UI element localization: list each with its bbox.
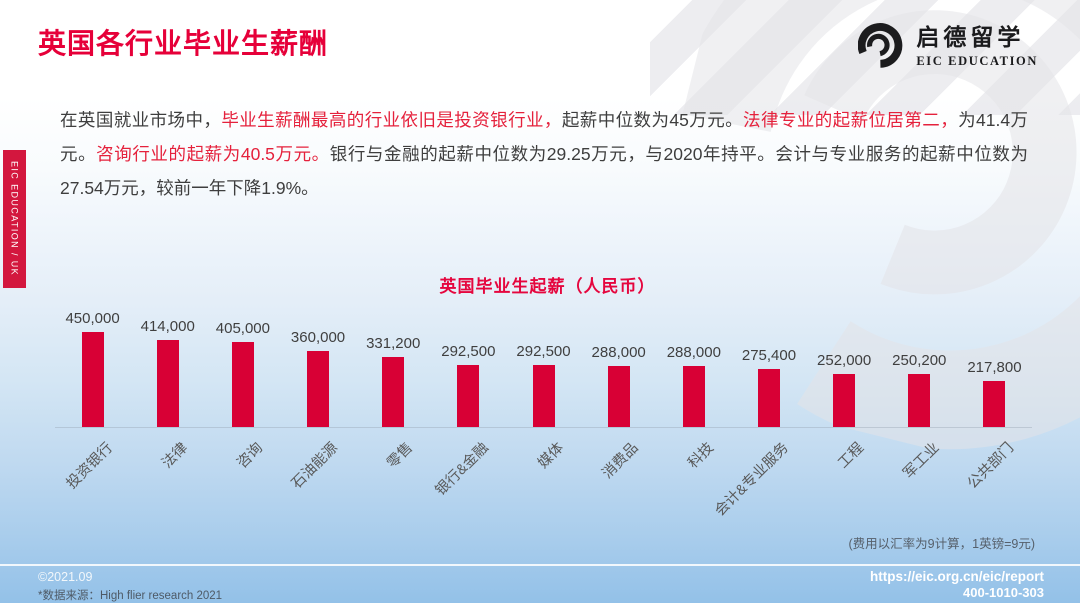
side-tab: EIC EDUCATION / UK bbox=[3, 150, 26, 288]
bar bbox=[833, 373, 856, 427]
bar bbox=[908, 374, 931, 427]
intro-paragraph: 在英国就业市场中，毕业生薪酬最高的行业依旧是投资银行业，起薪中位数为45万元。法… bbox=[60, 104, 1028, 205]
bar-column: 275,400 bbox=[731, 347, 806, 427]
bar-value-label: 275,400 bbox=[741, 346, 797, 364]
bar-value-label: 414,000 bbox=[140, 317, 195, 335]
category-cell: 军工业 bbox=[882, 430, 957, 520]
intro-segment: 在英国就业市场中， bbox=[60, 110, 222, 130]
category-label: 工程 bbox=[835, 439, 868, 472]
category-label: 公共部门 bbox=[965, 439, 1018, 493]
category-label: 零售 bbox=[384, 439, 417, 472]
brand-name-en: EIC EDUCATION bbox=[916, 54, 1038, 68]
bar-value-label: 252,000 bbox=[817, 351, 872, 369]
bar-column: 414,000 bbox=[130, 318, 205, 427]
category-cell: 投资银行 bbox=[55, 430, 130, 520]
exchange-rate-note: (费用以汇率为9计算，1英镑=9元) bbox=[848, 537, 1035, 551]
bar bbox=[231, 341, 254, 427]
chart-baseline bbox=[55, 427, 1032, 428]
bar-value-label: 405,000 bbox=[215, 319, 270, 337]
bar-column: 405,000 bbox=[205, 319, 280, 427]
brand-logo-text: 启德留学 EIC EDUCATION bbox=[916, 18, 1038, 69]
category-label: 科技 bbox=[685, 439, 717, 472]
category-cell: 银行&金融 bbox=[431, 430, 506, 520]
bar-value-label: 217,800 bbox=[967, 359, 1022, 376]
bar bbox=[682, 366, 705, 427]
bar-column: 288,000 bbox=[656, 344, 731, 427]
footer: ©2021.09 *数据来源：High flier research 2021 … bbox=[0, 564, 1080, 603]
bar bbox=[156, 339, 179, 427]
bar-column: 360,000 bbox=[280, 329, 355, 427]
side-tab-label: EIC EDUCATION / UK bbox=[9, 161, 20, 277]
brand-name-cn: 启德留学 bbox=[916, 24, 1025, 50]
bar bbox=[983, 381, 1006, 427]
bar bbox=[307, 351, 330, 427]
category-label: 石油能源 bbox=[288, 439, 342, 493]
category-label: 法律 bbox=[159, 439, 191, 472]
footer-left: ©2021.09 *数据来源：High flier research 2021 bbox=[38, 570, 222, 603]
bar bbox=[532, 365, 555, 427]
intro-segment: 银行与金融的起薪中位数为29.25万元，与2020年持平。会计与专业服务的起薪中… bbox=[60, 143, 1028, 198]
bar-column: 331,200 bbox=[356, 335, 431, 427]
bar bbox=[757, 368, 780, 427]
bar-column: 252,000 bbox=[807, 352, 882, 427]
bar bbox=[382, 357, 405, 427]
bar-value-label: 450,000 bbox=[65, 310, 120, 327]
category-label: 消费品 bbox=[599, 439, 642, 482]
category-cell: 工程 bbox=[807, 430, 882, 520]
intro-segment-highlight: 法律专业的起薪位居第二， bbox=[743, 110, 959, 130]
bar bbox=[607, 366, 630, 427]
bar-value-label: 292,500 bbox=[441, 343, 496, 361]
bar-value-label: 292,500 bbox=[516, 343, 571, 361]
copyright-text: ©2021.09 bbox=[38, 570, 93, 584]
phone-number: 400-1010-303 bbox=[963, 585, 1044, 600]
data-source-text: *数据来源：High flier research 2021 bbox=[38, 590, 223, 602]
bar bbox=[457, 365, 480, 427]
brand-logo: 启德留学 EIC EDUCATION bbox=[858, 18, 1038, 69]
category-cell: 会计&专业服务 bbox=[712, 430, 806, 520]
category-cell: 咨询 bbox=[205, 430, 280, 520]
footer-right: https://eic.org.cn/eic/report 400-1010-3… bbox=[870, 569, 1044, 600]
bar-value-label: 250,200 bbox=[892, 352, 947, 370]
chart-title: 英国毕业生起薪（人民币） bbox=[439, 277, 656, 296]
bar-column: 217,800 bbox=[957, 359, 1032, 427]
category-cell: 消费品 bbox=[581, 430, 656, 520]
bar-column: 292,500 bbox=[431, 343, 506, 427]
chart-category-axis: 投资银行 法律 咨询 石油能源 零售 银行&金融 媒体 消费品 科技 会计&专业服务 工程 军工业 公共… bbox=[55, 430, 1032, 520]
bar-value-label: 288,000 bbox=[591, 344, 646, 362]
bar-value-label: 288,000 bbox=[666, 344, 721, 362]
page-title: 英国各行业毕业生薪酬 bbox=[38, 28, 329, 59]
bar-column: 450,000 bbox=[55, 310, 130, 427]
category-label: 军工业 bbox=[900, 439, 943, 482]
intro-segment-highlight: 咨询行业的起薪为40.5万元。 bbox=[96, 143, 330, 164]
category-cell: 法律 bbox=[130, 430, 205, 520]
category-label: 银行&金融 bbox=[432, 439, 492, 499]
eic-logo-icon bbox=[858, 22, 903, 68]
intro-segment-highlight: 毕业生薪酬最高的行业依旧是投资银行业， bbox=[221, 110, 562, 130]
category-cell: 零售 bbox=[356, 430, 431, 520]
category-cell: 媒体 bbox=[506, 430, 581, 520]
bar-value-label: 360,000 bbox=[290, 329, 346, 346]
bar-column: 292,500 bbox=[506, 343, 581, 427]
category-label: 投资银行 bbox=[63, 439, 116, 493]
category-cell: 石油能源 bbox=[280, 430, 355, 520]
bar-value-label: 331,200 bbox=[366, 335, 421, 353]
category-label: 咨询 bbox=[234, 439, 267, 472]
intro-segment: 为41.4万元。 bbox=[60, 110, 1029, 164]
intro-segment: 起薪中位数为45万元。 bbox=[561, 110, 744, 130]
bar-chart: 450,000 414,000 405,000 360,000 331,200 292,5… bbox=[55, 310, 1032, 427]
category-label: 媒体 bbox=[534, 439, 567, 472]
category-cell: 公共部门 bbox=[957, 430, 1032, 520]
bar bbox=[81, 332, 104, 427]
report-url: https://eic.org.cn/eic/report bbox=[869, 569, 1044, 584]
bar-column: 288,000 bbox=[581, 344, 656, 427]
bar-column: 250,200 bbox=[882, 352, 957, 427]
